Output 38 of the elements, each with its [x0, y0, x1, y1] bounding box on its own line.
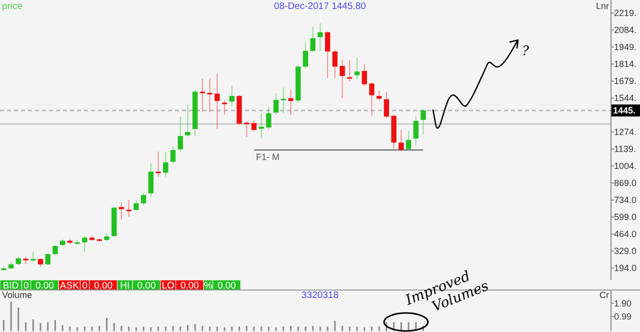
y-tick-label: 1004. [614, 161, 637, 172]
y-tick-label: 329.0 [614, 246, 637, 256]
chart-title: 08-Dec-2017 1445.80 [274, 1, 366, 12]
y-tick-label: 1544. [614, 93, 637, 104]
y-tick-label: 1.90 [614, 298, 632, 308]
annotation: LO [162, 280, 174, 292]
annotation: 3320318 [302, 290, 338, 301]
y-tick-label: 1139. [614, 144, 636, 154]
y-tick-label: 1679. [614, 76, 637, 86]
y-tick-label: 0.99 [614, 312, 632, 322]
annotation: 0.00 [94, 280, 113, 292]
chart-title: Volume [2, 290, 32, 300]
annotation: BID [2, 280, 19, 292]
y-tick-label: 464.0 [614, 229, 637, 240]
annotation: ? [522, 44, 530, 59]
annotation: % [204, 280, 213, 292]
annotation: HI [120, 280, 130, 292]
y-tick-label: 2084. [614, 25, 637, 36]
annotation: ASK [60, 280, 80, 292]
annotation: 0.00 [137, 280, 156, 292]
annotation: 0.00 [180, 280, 199, 292]
annotation: Lnr [596, 1, 609, 11]
y-tick-label: 1949. [614, 42, 637, 52]
y-tick-label: 734.0 [614, 195, 637, 206]
y-tick-label: 869.0 [614, 178, 637, 188]
ref-line-label: 1445. [613, 106, 636, 116]
y-tick-label: 194.0 [614, 263, 637, 274]
annotation: 0.00 [217, 280, 236, 292]
annotation: Cr [600, 290, 609, 300]
y-tick-label: 1274. [614, 127, 637, 138]
annotation: 0 [82, 280, 88, 292]
annotation: 0.00 [35, 280, 54, 292]
y-tick-label: 599.0 [614, 212, 637, 222]
y-tick-label: 2219. [614, 8, 637, 18]
y-tick-label: 1814. [614, 59, 637, 70]
annotation: price [2, 1, 23, 12]
annotation: 0 [24, 280, 29, 292]
series-label: F1- M [256, 152, 280, 162]
